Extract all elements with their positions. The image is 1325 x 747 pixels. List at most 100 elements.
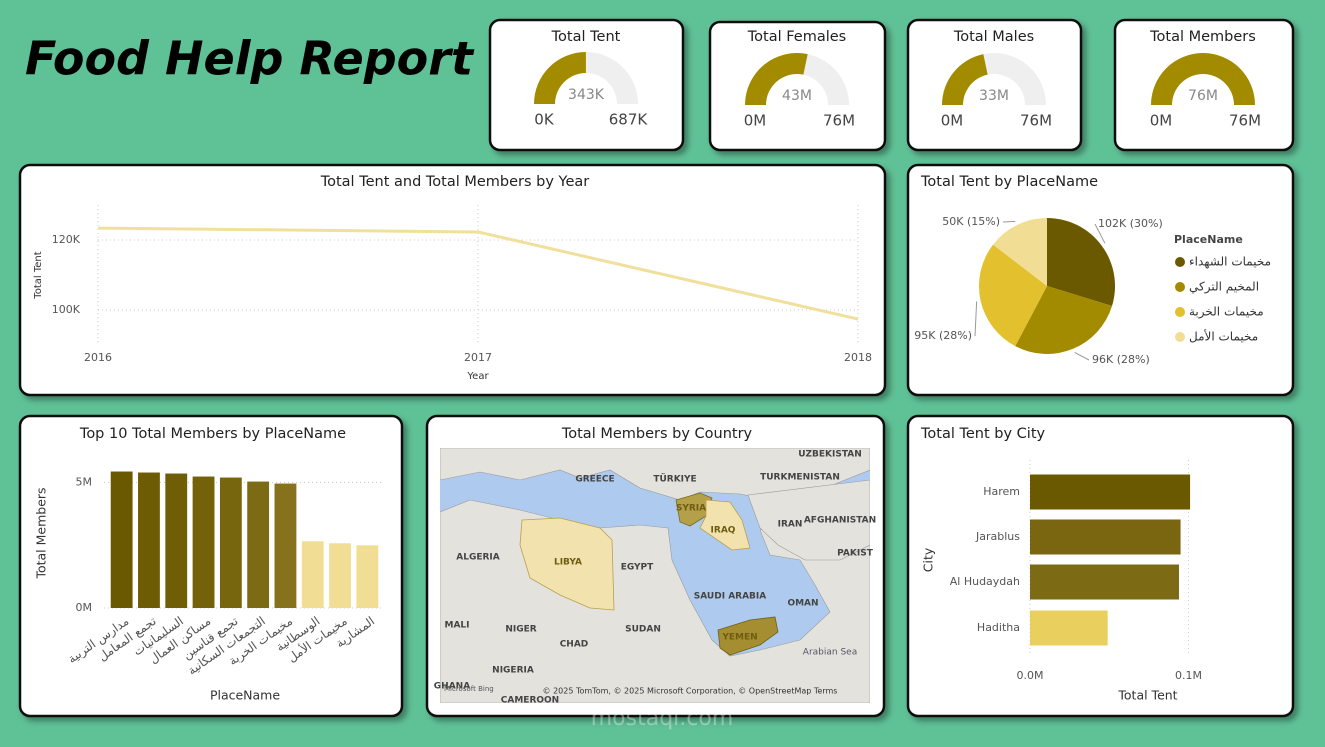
map-label: NIGERIA bbox=[492, 666, 534, 676]
chart-title: Total Tent and Total Members by Year bbox=[320, 174, 590, 190]
map-label: Arabian Sea bbox=[803, 648, 857, 658]
gauge-value-label: 343K bbox=[568, 87, 605, 103]
pie-slice bbox=[993, 218, 1047, 286]
gauge-tick-label: 76M bbox=[1229, 112, 1261, 130]
y-tick-label: Jarablus bbox=[975, 530, 1020, 543]
gauge-value bbox=[1151, 53, 1255, 105]
pie-slice bbox=[1047, 218, 1115, 306]
gauge-tick-label: 0M bbox=[744, 112, 767, 130]
map-label: MALI bbox=[444, 621, 469, 631]
country-label: SYRIA bbox=[676, 504, 706, 514]
card bbox=[18, 163, 887, 397]
bar bbox=[1030, 610, 1108, 646]
chart-title: Top 10 Total Members by PlaceName bbox=[79, 426, 346, 442]
map-label: CHAD bbox=[560, 640, 589, 650]
y-tick-label: 5M bbox=[76, 476, 93, 489]
chart-title: Total Tent by PlaceName bbox=[920, 174, 1098, 190]
gauge-tick-label: 687K bbox=[609, 111, 649, 129]
bar bbox=[110, 471, 133, 608]
bar bbox=[192, 476, 215, 608]
watermark: mostaql.com bbox=[591, 706, 734, 731]
gauge-title: Total Males bbox=[953, 29, 1034, 45]
bar bbox=[1030, 519, 1181, 555]
leader-line bbox=[1074, 352, 1090, 361]
x-tick-label: 2018 bbox=[844, 351, 872, 364]
country-iraq bbox=[699, 499, 751, 551]
bar bbox=[219, 477, 242, 608]
gauge-title: Total Females bbox=[747, 29, 846, 45]
map-label: SUDAN bbox=[625, 625, 661, 635]
map-label: AFGHANISTAN bbox=[804, 516, 876, 526]
map-label: PAKIST bbox=[837, 549, 874, 559]
legend-label: مخيمات الخربة bbox=[1189, 305, 1264, 320]
y-axis-title: City bbox=[921, 547, 936, 572]
chart-title: Total Tent by City bbox=[920, 426, 1046, 442]
bar bbox=[138, 472, 160, 608]
gauge-tick-label: 76M bbox=[1020, 112, 1052, 130]
leader-line bbox=[1002, 220, 1016, 223]
gauge-tick-label: 76M bbox=[823, 112, 855, 130]
legend-label: المخيم التركي bbox=[1189, 280, 1259, 295]
map-attribution: © 2025 TomTom, © 2025 Microsoft Corporat… bbox=[543, 687, 838, 696]
country-libya bbox=[519, 517, 615, 611]
y-tick-label: 0M bbox=[76, 601, 93, 614]
y-tick-label: 100K bbox=[52, 303, 81, 316]
map-label: OMAN bbox=[787, 599, 818, 609]
gauge-value bbox=[942, 54, 988, 105]
gauge-tick-label: 0M bbox=[941, 112, 964, 130]
bar bbox=[1030, 474, 1191, 510]
x-axis-title: Total Tent bbox=[1117, 688, 1177, 703]
bar bbox=[274, 483, 297, 608]
country-label: IRAQ bbox=[711, 526, 736, 536]
gauge-value-label: 76M bbox=[1188, 88, 1218, 104]
gauge-value-label: 43M bbox=[782, 88, 812, 104]
data-label: 50K (15%) bbox=[942, 215, 1000, 228]
data-label: 95K (28%) bbox=[914, 329, 972, 342]
pie-slice bbox=[1015, 286, 1113, 355]
legend-swatch bbox=[1175, 282, 1185, 292]
card bbox=[1113, 18, 1295, 152]
map-label: UZBEKISTAN bbox=[798, 450, 862, 460]
legend-swatch bbox=[1175, 307, 1185, 317]
map-label: TURKMENISTAN bbox=[760, 473, 840, 483]
y-tick-label: Haditha bbox=[977, 621, 1020, 634]
gauge-tick-label: 0K bbox=[534, 111, 555, 129]
gauge-tick-label: 0M bbox=[1150, 112, 1173, 130]
map-label: TÜRKIYE bbox=[653, 474, 696, 485]
legend-label: مخيمات الشهداء bbox=[1189, 255, 1271, 269]
map-label: CAMEROON bbox=[501, 696, 559, 706]
legend-title: PlaceName bbox=[1174, 233, 1243, 246]
land bbox=[440, 448, 870, 501]
data-label: 96K (28%) bbox=[1092, 353, 1150, 366]
map-label: NIGER bbox=[505, 625, 536, 635]
x-tick-label: 2017 bbox=[464, 351, 492, 364]
x-axis-title: Year bbox=[466, 371, 489, 382]
bar bbox=[356, 545, 379, 608]
map-label: GHANA bbox=[434, 682, 470, 692]
x-tick-label: 0.0M bbox=[1017, 669, 1044, 682]
country-yemen bbox=[717, 616, 779, 656]
land bbox=[747, 479, 870, 561]
card bbox=[708, 20, 887, 152]
y-axis-title: Total Tent bbox=[33, 251, 44, 299]
line bbox=[97, 226, 859, 321]
legend-swatch bbox=[1175, 257, 1185, 267]
map-label: IRAN bbox=[778, 520, 803, 530]
bar bbox=[247, 481, 270, 608]
leader-line bbox=[974, 301, 978, 337]
map-label: ALGERIA bbox=[456, 553, 500, 563]
y-tick-label: 120K bbox=[52, 233, 81, 246]
bar bbox=[165, 473, 188, 608]
x-tick-label: 0.1M bbox=[1175, 669, 1202, 682]
y-tick-label: Harem bbox=[983, 485, 1020, 498]
gauge-value bbox=[534, 52, 586, 104]
y-axis-title: Total Members bbox=[34, 487, 49, 579]
x-tick-label: 2016 bbox=[84, 351, 112, 364]
y-tick-label: Al Hudaydah bbox=[950, 575, 1020, 588]
map-provider: Microsoft Bing bbox=[444, 685, 494, 693]
bar bbox=[301, 541, 324, 608]
map-label: EGYPT bbox=[621, 563, 654, 573]
x-axis-title: PlaceName bbox=[210, 688, 280, 703]
legend-label: مخيمات الأمل bbox=[1189, 329, 1258, 344]
